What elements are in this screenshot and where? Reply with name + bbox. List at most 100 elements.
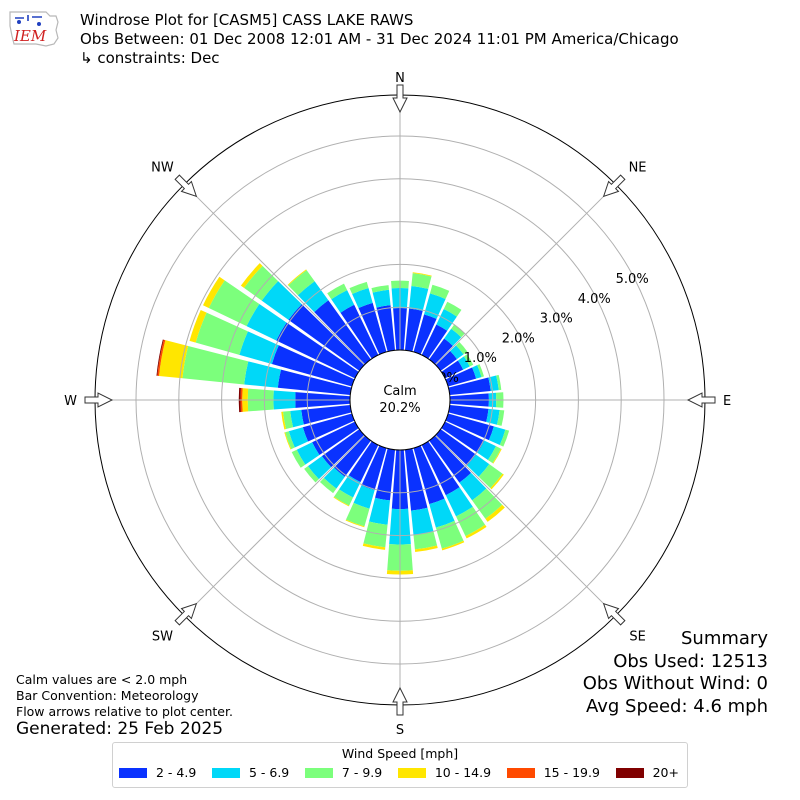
grid-spoke xyxy=(183,183,365,365)
flow-arrows-note: Flow arrows relative to plot center. xyxy=(16,704,233,719)
wind-bar-segment xyxy=(429,338,453,365)
calm-note: Calm values are < 2.0 mph xyxy=(16,672,188,687)
wind-bar-segment xyxy=(477,364,484,378)
wind-bar-segment xyxy=(349,281,369,294)
wind-bar-segment xyxy=(287,269,307,286)
wind-bar-segment xyxy=(443,301,462,317)
wind-bar-segment xyxy=(358,302,387,355)
legend: Wind Speed [mph] 2 - 4.9 5 - 6.9 7 - 9.9 10… xyxy=(112,742,688,788)
radial-tick-label: 1.0% xyxy=(464,351,497,366)
wind-bar-segment xyxy=(156,339,164,376)
wind-bar-segment xyxy=(463,354,474,367)
wind-bar-segment xyxy=(413,445,445,505)
wind-bar-segment xyxy=(445,367,477,387)
summary-obs-used: Obs Used: 12513 xyxy=(613,650,768,672)
wind-bar-segment xyxy=(363,521,388,548)
flow-arrow-icon xyxy=(392,84,408,114)
wind-bar-segment xyxy=(195,312,248,355)
legend-label: 20+ xyxy=(652,765,679,780)
wind-bar-segment xyxy=(435,351,457,371)
wind-bar-segment xyxy=(319,478,337,494)
windrose-bars xyxy=(156,263,510,575)
wind-bar-segment xyxy=(467,454,490,477)
wind-bar-segment xyxy=(375,448,396,501)
wind-bar-segment xyxy=(457,356,470,370)
wind-bar-segment xyxy=(478,464,503,489)
flow-arrow-icon xyxy=(686,392,716,408)
legend-label: 15 - 19.9 xyxy=(543,765,600,780)
compass-label-s: S xyxy=(396,723,404,738)
wind-bar-segment xyxy=(331,290,355,313)
wind-bar-segment xyxy=(362,543,386,550)
legend-item: 10 - 14.9 xyxy=(397,765,492,780)
wind-bar-segment xyxy=(291,449,306,468)
title-line-1: Windrose Plot for [CASM5] CASS LAKE RAWS xyxy=(80,11,414,29)
title-line-2: Obs Between: 01 Dec 2008 12:01 AM - 31 D… xyxy=(80,30,679,48)
legend-swatch xyxy=(615,767,644,778)
wind-bar-segment xyxy=(421,441,460,496)
wind-bar-segment xyxy=(414,545,438,552)
iem-logo: IEM xyxy=(9,11,59,47)
calm-label: Calm xyxy=(383,384,416,399)
wind-bar-segment xyxy=(441,360,464,379)
legend-label: 10 - 14.9 xyxy=(434,765,492,780)
wind-bar-segment xyxy=(208,280,260,327)
wind-bar-segment xyxy=(496,409,505,426)
summary-avg-speed: Avg Speed: 4.6 mph xyxy=(586,695,768,717)
compass-label-se: SE xyxy=(629,630,645,645)
legend-label: 7 - 9.9 xyxy=(341,765,383,780)
wind-bar-segment xyxy=(486,408,500,425)
wind-bar-segment xyxy=(345,502,370,527)
wind-bar-segment xyxy=(281,411,287,430)
wind-bar-segment xyxy=(441,540,465,551)
wind-bar-segment xyxy=(282,410,294,430)
wind-bar-segment xyxy=(244,361,282,388)
radial-tick-label: 5.0% xyxy=(616,272,649,287)
wind-bar-segment xyxy=(404,448,428,511)
legend-title: Wind Speed [mph] xyxy=(341,746,459,761)
legend-item: 5 - 6.9 xyxy=(211,765,289,780)
wind-bar-segment xyxy=(372,289,391,308)
compass-label-e: E xyxy=(723,394,731,409)
wind-bar-segment xyxy=(492,448,502,464)
wind-bar-segment xyxy=(352,288,373,309)
wind-bar-segment xyxy=(321,429,365,468)
wind-bar-segment xyxy=(296,442,320,465)
legend-items: 2 - 4.9 5 - 6.9 7 - 9.9 10 - 14.9 15 - 19.9 2… xyxy=(113,761,687,780)
wind-bar-segment xyxy=(361,445,387,491)
chart-notes: Calm values are < 2.0 mph Bar Convention… xyxy=(16,672,233,720)
wind-bar-segment xyxy=(445,487,473,517)
compass-label-w: W xyxy=(64,394,77,409)
wind-bar-segment xyxy=(376,305,396,352)
polar-grid xyxy=(94,94,706,706)
wind-bar-segment xyxy=(371,285,389,293)
wind-bar-segment xyxy=(246,304,287,341)
wind-bar-segment xyxy=(411,507,434,535)
flow-arrow-icon xyxy=(174,174,198,198)
flow-arrow-icon xyxy=(174,602,198,626)
wind-bar-segment xyxy=(345,519,365,528)
wind-bar-segment xyxy=(435,429,477,466)
wind-bar-segment xyxy=(499,429,510,447)
wind-bar-segment xyxy=(348,441,379,483)
wind-bar-segment xyxy=(314,300,371,365)
wind-bar-segment xyxy=(353,485,375,509)
wind-bar-segment xyxy=(277,369,352,396)
wind-bar-segment xyxy=(323,467,345,489)
wind-bar-segment xyxy=(182,345,249,385)
flow-arrow-icon xyxy=(602,602,626,626)
legend-item: 15 - 19.9 xyxy=(506,765,600,780)
wind-bar-segment xyxy=(496,374,502,391)
wind-bar-segment xyxy=(333,435,371,477)
chart-title: Windrose Plot for [CASM5] CASS LAKE RAWS… xyxy=(80,11,679,68)
summary-box: Summary Obs Used: 12513 Obs Without Wind… xyxy=(583,628,768,718)
wind-bar-segment xyxy=(288,427,309,448)
wind-bar-segment xyxy=(435,520,464,549)
wind-bar-segment xyxy=(333,489,354,506)
wind-bar-segment xyxy=(429,498,455,528)
wind-bar-segment xyxy=(490,473,504,490)
wind-bar-segment xyxy=(465,524,487,539)
wind-bar-segment xyxy=(487,446,501,464)
wind-bar-segment xyxy=(413,531,438,550)
